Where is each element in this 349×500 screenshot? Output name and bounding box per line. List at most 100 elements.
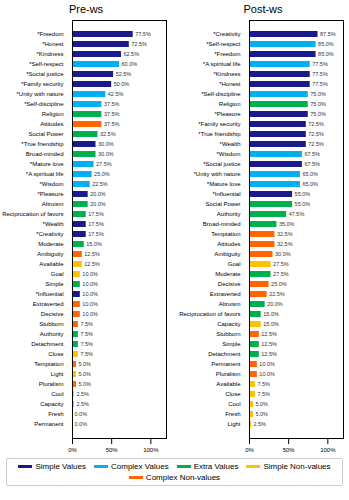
svg-text:*A spiritual life: *A spiritual life (26, 171, 64, 177)
svg-text:Simple: Simple (45, 281, 64, 287)
svg-text:17.5%: 17.5% (88, 211, 104, 217)
svg-text:Social Power: Social Power (28, 131, 63, 137)
svg-text:10.0%: 10.0% (82, 301, 98, 307)
svg-text:Altruism: Altruism (42, 201, 64, 207)
svg-text:Altruism: Altruism (219, 301, 241, 307)
svg-text:5.0%: 5.0% (78, 371, 91, 377)
svg-text:12.5%: 12.5% (84, 261, 100, 267)
svg-text:77.5%: 77.5% (312, 81, 328, 87)
svg-text:27.5%: 27.5% (273, 261, 289, 267)
svg-text:*Self-respect: *Self-respect (29, 61, 64, 67)
svg-text:*Social justice: *Social justice (203, 161, 241, 167)
svg-text:0.0%: 0.0% (75, 411, 88, 417)
svg-text:Temptation: Temptation (34, 361, 63, 367)
svg-text:50%: 50% (283, 447, 296, 453)
svg-text:0%: 0% (245, 447, 254, 453)
svg-text:Attitudes: Attitudes (217, 241, 240, 247)
svg-text:Fresh: Fresh (225, 411, 240, 417)
svg-text:50.0%: 50.0% (114, 81, 130, 87)
svg-text:72.5%: 72.5% (308, 131, 324, 137)
svg-text:75.0%: 75.0% (310, 91, 326, 97)
svg-text:25.0%: 25.0% (94, 171, 110, 177)
svg-text:85.0%: 85.0% (318, 51, 334, 57)
svg-text:Pluralism: Pluralism (39, 381, 64, 387)
svg-text:*Unity with nature: *Unity with nature (193, 171, 241, 177)
svg-text:*Wealth: *Wealth (43, 221, 64, 227)
svg-text:Authority: Authority (40, 331, 64, 337)
svg-text:7.5%: 7.5% (80, 331, 93, 337)
svg-text:Decisive: Decisive (41, 311, 64, 317)
svg-text:10.0%: 10.0% (82, 281, 98, 287)
svg-text:Religion: Religion (42, 111, 64, 117)
svg-text:10.0%: 10.0% (82, 271, 98, 277)
svg-text:Detachment: Detachment (31, 341, 64, 347)
svg-text:*Mature love: *Mature love (30, 161, 64, 167)
svg-text:32.5%: 32.5% (100, 131, 116, 137)
svg-text:25.0%: 25.0% (271, 281, 287, 287)
svg-text:*Wealth: *Wealth (220, 141, 241, 147)
svg-text:67.5%: 67.5% (304, 161, 320, 167)
svg-text:77.5%: 77.5% (135, 31, 151, 37)
svg-text:65.0%: 65.0% (302, 181, 318, 187)
svg-text:30.0%: 30.0% (275, 251, 291, 257)
svg-text:*Family security: *Family security (198, 121, 240, 127)
svg-text:100%: 100% (143, 447, 159, 453)
svg-text:Capacity: Capacity (40, 401, 63, 407)
svg-text:Close: Close (48, 351, 64, 357)
svg-text:30.0%: 30.0% (98, 151, 114, 157)
svg-text:Temptation: Temptation (211, 231, 240, 237)
svg-text:*Honest: *Honest (42, 41, 64, 47)
svg-text:42.5%: 42.5% (108, 91, 124, 97)
svg-text:*Creativity: *Creativity (213, 31, 240, 37)
svg-text:Light: Light (227, 421, 240, 427)
svg-text:*Self-discipline: *Self-discipline (24, 101, 64, 107)
svg-text:Stubborn: Stubborn (216, 331, 240, 337)
svg-text:32.5%: 32.5% (277, 241, 293, 247)
svg-text:22.5%: 22.5% (92, 181, 108, 187)
svg-text:50%: 50% (106, 447, 119, 453)
svg-text:85.0%: 85.0% (318, 41, 334, 47)
svg-text:2.5%: 2.5% (76, 401, 89, 407)
svg-text:*Mature love: *Mature love (207, 181, 241, 187)
svg-text:12.5%: 12.5% (84, 251, 100, 257)
svg-text:0.0%: 0.0% (75, 421, 88, 427)
svg-text:Reciprocation of favors: Reciprocation of favors (179, 311, 240, 317)
svg-text:Ambiguity: Ambiguity (214, 251, 240, 257)
svg-text:Pluralism: Pluralism (216, 371, 241, 377)
svg-text:62.5%: 62.5% (123, 51, 139, 57)
svg-text:*Influential: *Influential (212, 191, 240, 197)
svg-text:*Creativity: *Creativity (36, 231, 63, 237)
svg-text:*A spiritual life: *A spiritual life (203, 61, 241, 67)
svg-text:Cool: Cool (51, 391, 63, 397)
svg-text:65.0%: 65.0% (302, 171, 318, 177)
svg-text:Religion: Religion (219, 101, 241, 107)
svg-text:22.5%: 22.5% (269, 291, 285, 297)
svg-text:*Family security: *Family security (21, 81, 63, 87)
svg-text:Broad-minded: Broad-minded (26, 151, 64, 157)
svg-text:72.5%: 72.5% (131, 41, 147, 47)
svg-text:Light: Light (50, 371, 63, 377)
svg-text:0%: 0% (68, 447, 77, 453)
svg-text:*Wisdom: *Wisdom (39, 181, 63, 187)
svg-text:37.5%: 37.5% (104, 111, 120, 117)
svg-text:12.5%: 12.5% (261, 331, 277, 337)
svg-text:5.0%: 5.0% (255, 411, 268, 417)
svg-text:87.5%: 87.5% (320, 31, 336, 37)
svg-text:37.5%: 37.5% (104, 121, 120, 127)
svg-text:7.5%: 7.5% (257, 391, 270, 397)
svg-text:Goal: Goal (228, 261, 241, 267)
svg-text:12.5%: 12.5% (261, 351, 277, 357)
svg-text:Extraverted: Extraverted (33, 301, 64, 307)
svg-text:7.5%: 7.5% (80, 341, 93, 347)
svg-text:Extraverted: Extraverted (210, 291, 241, 297)
svg-text:67.5%: 67.5% (304, 151, 320, 157)
svg-text:*Influential: *Influential (35, 291, 63, 297)
svg-text:Available: Available (216, 381, 241, 387)
svg-text:*Honest: *Honest (219, 81, 241, 87)
svg-text:Simple: Simple (222, 341, 241, 347)
svg-text:Moderate: Moderate (38, 241, 64, 247)
svg-text:10.0%: 10.0% (259, 361, 275, 367)
svg-text:Social Power: Social Power (205, 201, 240, 207)
svg-text:*Kindness: *Kindness (36, 51, 63, 57)
svg-text:47.5%: 47.5% (289, 211, 305, 217)
